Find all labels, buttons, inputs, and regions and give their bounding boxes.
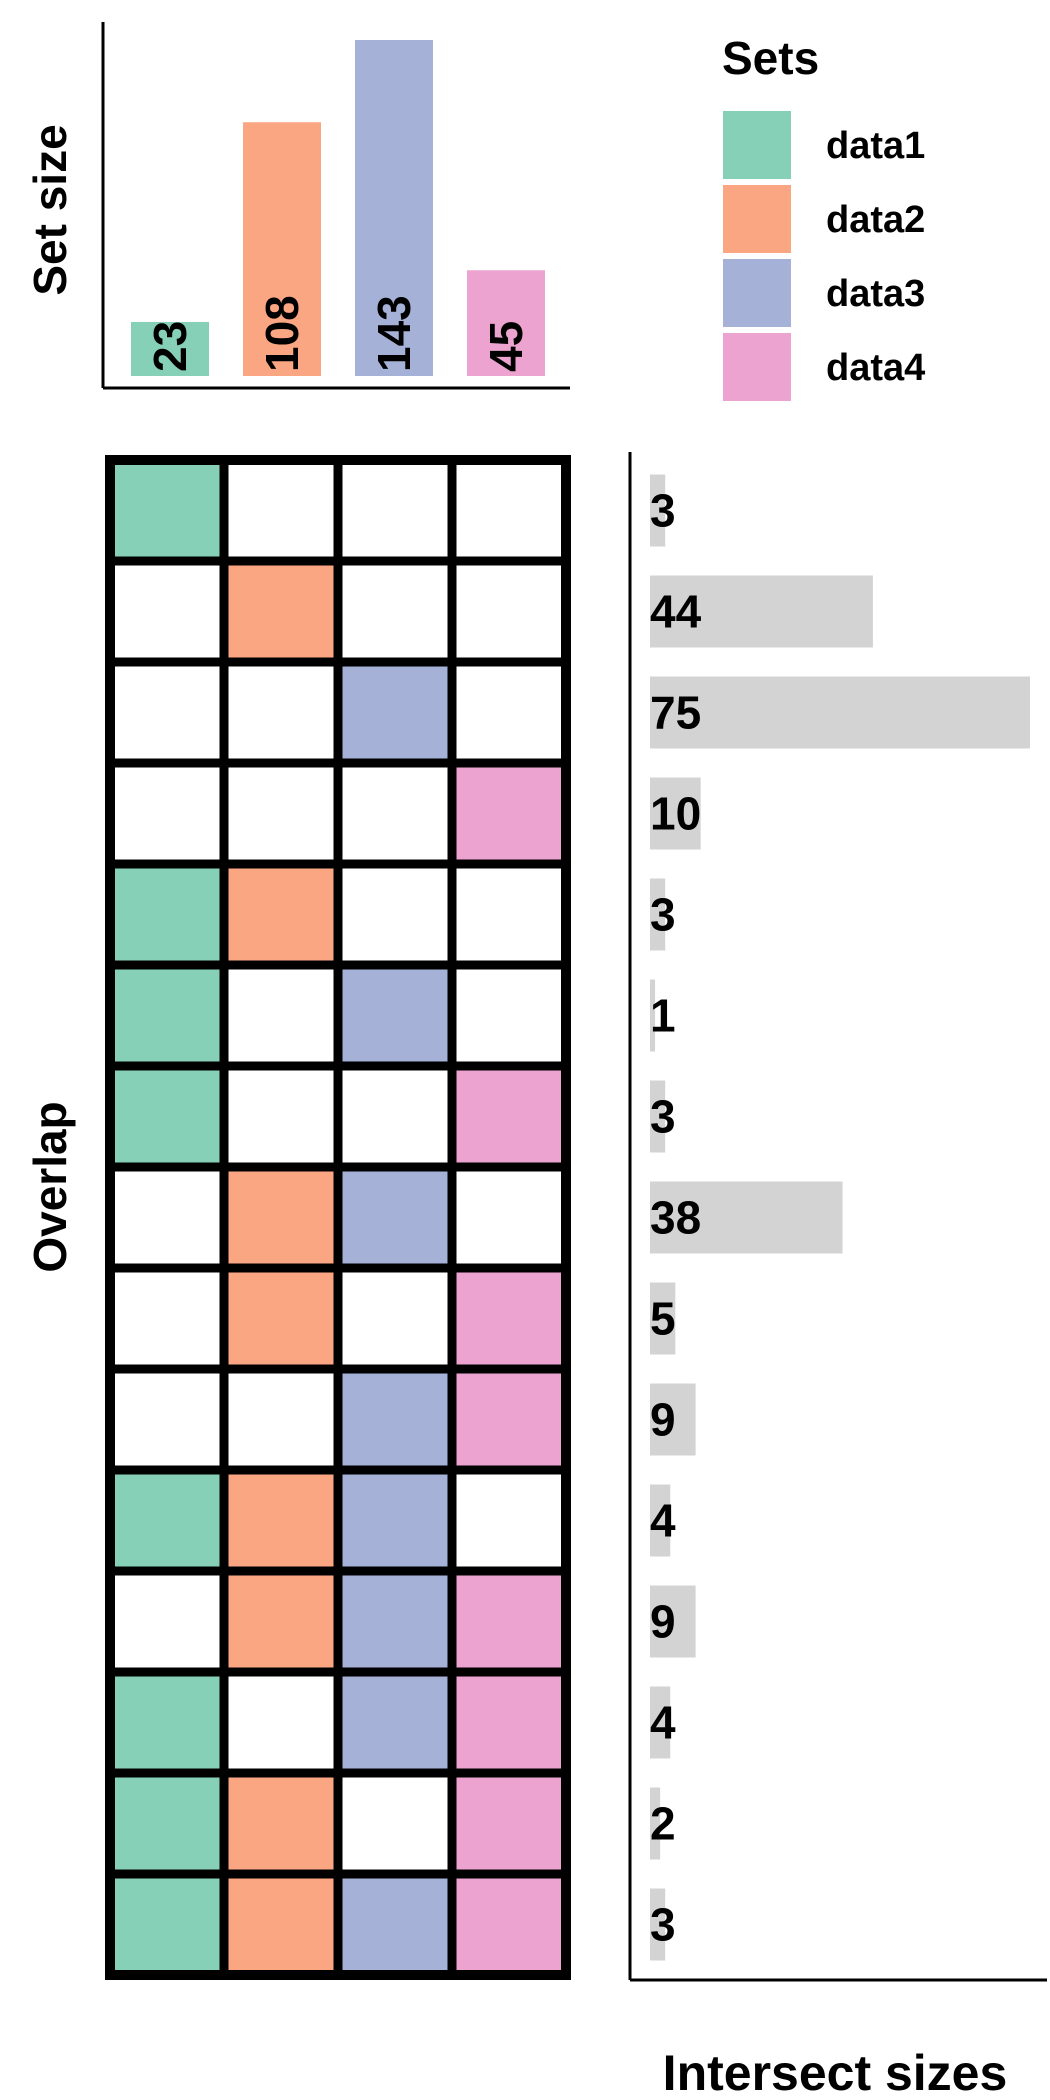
intersect-bar bbox=[650, 474, 666, 547]
intersect-bar bbox=[650, 1686, 671, 1759]
intersect-bar bbox=[650, 1383, 696, 1456]
intersect-bar bbox=[650, 676, 1030, 749]
intersect-bar bbox=[650, 878, 666, 951]
matrix-cell-data4 bbox=[452, 1773, 566, 1874]
intersect-bar bbox=[650, 1484, 671, 1557]
matrix-cell-data1 bbox=[110, 1066, 224, 1167]
legend-swatch-data2 bbox=[723, 185, 791, 253]
set-size-bar-data2 bbox=[243, 122, 321, 376]
matrix-cell-data3 bbox=[338, 1672, 452, 1773]
matrix-cell-data4 bbox=[452, 1672, 566, 1773]
intersect-label: 3 bbox=[650, 485, 676, 537]
intersect-label: 4 bbox=[650, 1495, 676, 1547]
matrix-cell-data4 bbox=[452, 1874, 566, 1975]
intersect-bar bbox=[650, 979, 656, 1052]
intersect-label: 2 bbox=[650, 1798, 676, 1850]
intersect-label: 44 bbox=[650, 586, 702, 638]
set-size-bar-data1 bbox=[131, 321, 209, 376]
intersect-label: 10 bbox=[650, 788, 701, 840]
intersect-xlabel: Intersect sizes bbox=[663, 2045, 1008, 2100]
matrix-cell-data3 bbox=[338, 1874, 452, 1975]
intersect-bar bbox=[650, 1080, 666, 1153]
matrix-cell-data1 bbox=[110, 460, 224, 561]
matrix-cell-data3 bbox=[338, 1470, 452, 1571]
matrix-cell-data3 bbox=[338, 965, 452, 1066]
matrix-cell-data2 bbox=[224, 1268, 338, 1369]
matrix-cell-data4 bbox=[452, 1066, 566, 1167]
matrix-cell-data2 bbox=[224, 1773, 338, 1874]
intersect-label: 9 bbox=[650, 1596, 676, 1648]
set-size-label-data3: 143 bbox=[368, 295, 420, 372]
legend-label-data3: data3 bbox=[826, 273, 925, 315]
intersect-label: 1 bbox=[650, 990, 676, 1042]
set-size-label-data1: 23 bbox=[144, 321, 196, 372]
legend-swatch-data4 bbox=[723, 333, 791, 401]
legend-title: Sets bbox=[722, 32, 819, 84]
intersect-bar bbox=[650, 777, 701, 850]
legend-swatch-data1 bbox=[723, 111, 791, 179]
intersect-label: 75 bbox=[650, 687, 701, 739]
matrix-cell-data4 bbox=[452, 1369, 566, 1470]
set-size-label-data2: 108 bbox=[256, 295, 308, 372]
legend-label-data4: data4 bbox=[826, 347, 925, 389]
set-size-ylabel: Set size bbox=[24, 124, 76, 295]
set-size-label-data4: 45 bbox=[480, 321, 532, 372]
matrix-cell-data2 bbox=[224, 1571, 338, 1672]
intersect-label: 9 bbox=[650, 1394, 676, 1446]
legend-label-data2: data2 bbox=[826, 199, 925, 241]
intersect-panel: 3 44 75 10 3 1 3 38 5 9 4 9 4 2 3 Intersect sizes bbox=[628, 452, 1047, 2100]
matrix-cell-data4 bbox=[452, 763, 566, 864]
matrix-cell-data2 bbox=[224, 1167, 338, 1268]
matrix-cell-data2 bbox=[224, 561, 338, 662]
intersect-label: 4 bbox=[650, 1697, 676, 1749]
matrix-cell-data1 bbox=[110, 864, 224, 965]
matrix-cell-data4 bbox=[452, 1571, 566, 1672]
legend-label-data1: data1 bbox=[826, 125, 925, 167]
intersect-bar bbox=[650, 1888, 666, 1961]
set-size-bar-data3 bbox=[355, 40, 433, 376]
matrix-cell-data2 bbox=[224, 1874, 338, 1975]
matrix-cell-data2 bbox=[224, 1470, 338, 1571]
set-size-panel: Set size 23 108 143 45 bbox=[24, 22, 570, 390]
intersect-bar bbox=[650, 1787, 661, 1860]
intersect-label: 5 bbox=[650, 1293, 676, 1345]
matrix-cell-data3 bbox=[338, 1571, 452, 1672]
intersect-bar bbox=[650, 1181, 843, 1254]
intersect-bar bbox=[650, 575, 873, 648]
legend: Sets data1 data2 data3 data4 bbox=[722, 32, 925, 401]
overlap-panel: Overlap bbox=[24, 455, 571, 1980]
intersect-label: 3 bbox=[650, 1091, 676, 1143]
intersect-label: 3 bbox=[650, 1899, 676, 1951]
matrix-cell-data1 bbox=[110, 1470, 224, 1571]
intersect-bar bbox=[650, 1282, 676, 1355]
intersect-label: 3 bbox=[650, 889, 676, 941]
matrix-cell-data4 bbox=[452, 1268, 566, 1369]
matrix-cell-data1 bbox=[110, 965, 224, 1066]
set-size-bar-data4 bbox=[467, 270, 545, 376]
matrix-cell-data1 bbox=[110, 1773, 224, 1874]
matrix-cell-data3 bbox=[338, 662, 452, 763]
overlap-ylabel: Overlap bbox=[24, 1101, 76, 1272]
matrix-cell-data3 bbox=[338, 1369, 452, 1470]
matrix-cell-data3 bbox=[338, 1167, 452, 1268]
legend-swatch-data3 bbox=[723, 259, 791, 327]
intersect-label: 38 bbox=[650, 1192, 701, 1244]
intersect-bar bbox=[650, 1585, 696, 1658]
matrix-cell-data1 bbox=[110, 1874, 224, 1975]
matrix-cell-data1 bbox=[110, 1672, 224, 1773]
matrix-cell-data2 bbox=[224, 864, 338, 965]
